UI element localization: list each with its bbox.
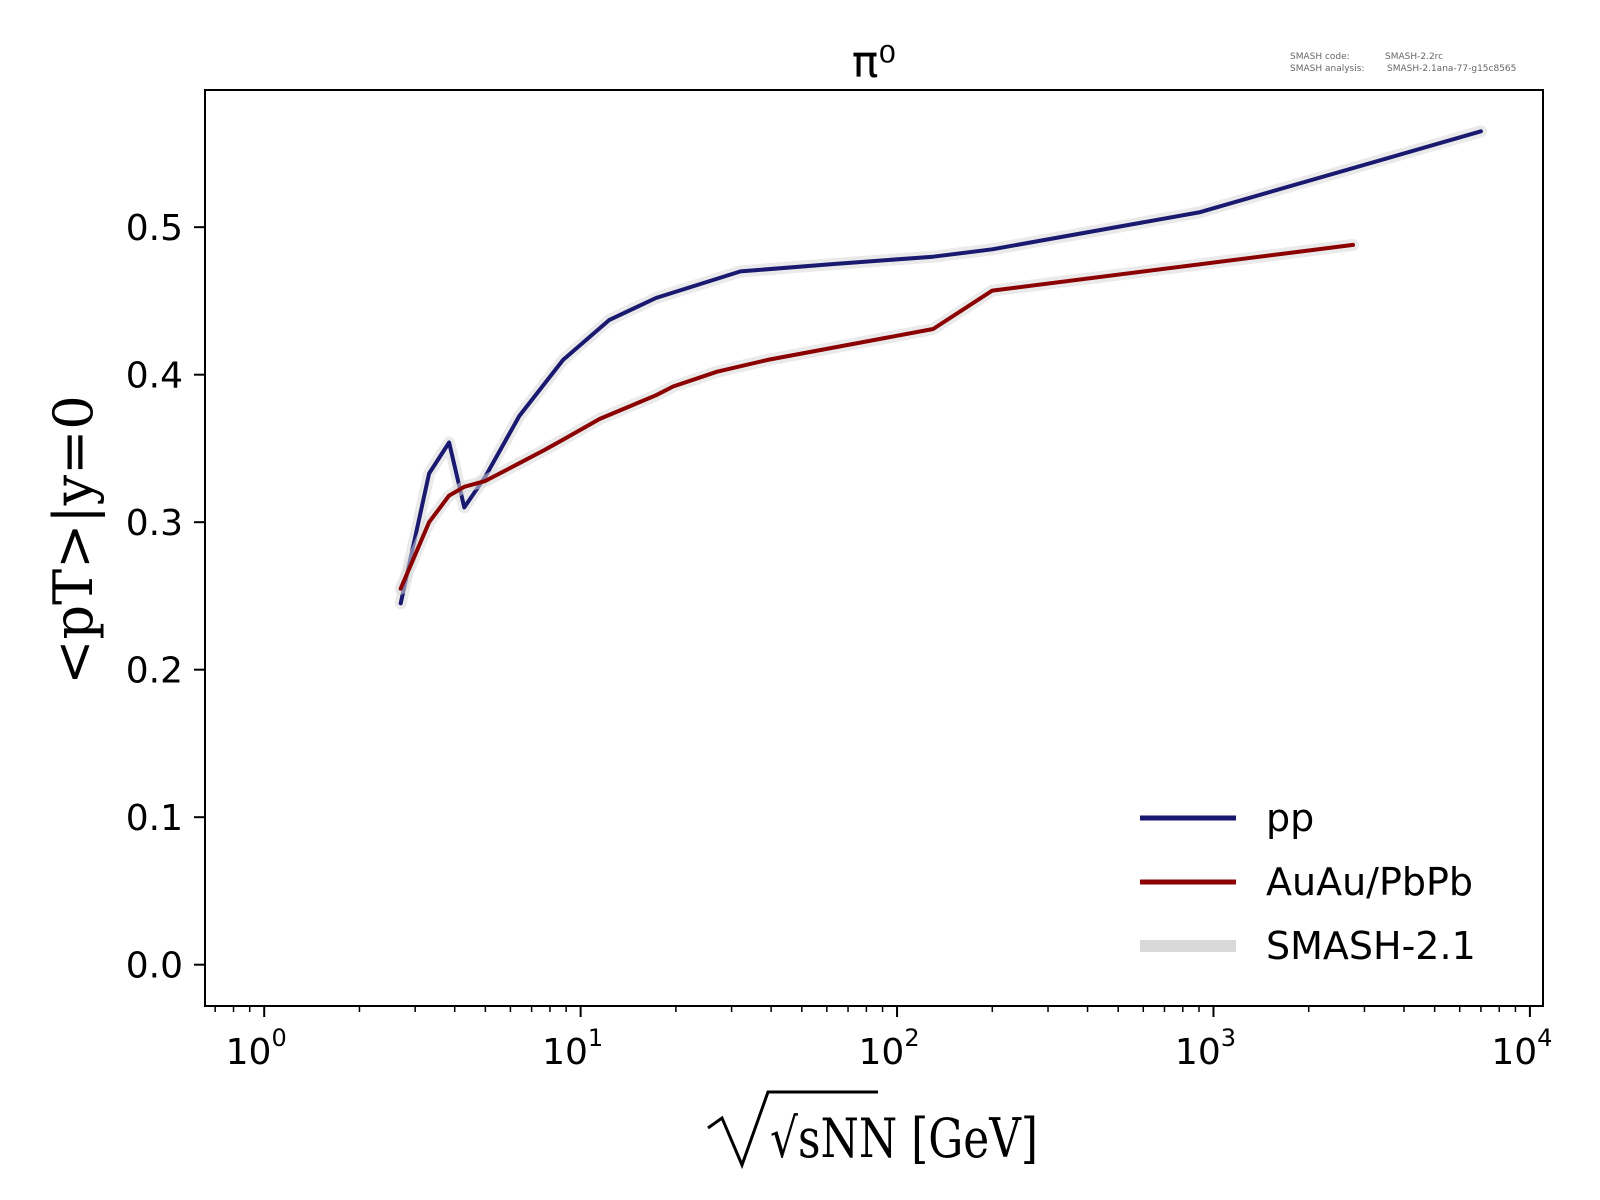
y-axis-label: <pT>|y=0 <box>42 395 105 684</box>
meta-code-value: SMASH-2.2rc <box>1385 52 1443 62</box>
y-tick-label: 0.3 <box>126 503 183 544</box>
meta-code-label: SMASH code: <box>1290 52 1350 62</box>
y-tick-label: 0.5 <box>126 208 183 249</box>
y-axis: 0.0 0.1 0.2 0.3 0.4 0.5 <box>126 208 205 987</box>
y-tick-label: 0.1 <box>126 798 183 839</box>
x-tick-label: 102 <box>859 1024 920 1073</box>
x-axis-label: √sNN [GeV] <box>707 1090 1038 1170</box>
x-axis: 100 101 102 103 104 <box>214 1006 1552 1073</box>
smash-meta: SMASH code: SMASH-2.2rc SMASH analysis: … <box>1290 52 1516 74</box>
chart-title: π⁰ <box>852 37 896 88</box>
series-line-pp <box>398 129 1483 606</box>
x-axis-label-text: √sNN [GeV] <box>770 1107 1038 1170</box>
band-pp <box>394 125 1487 610</box>
y-tick-label: 0.4 <box>126 356 183 397</box>
band-auau-pbpb <box>394 238 1359 595</box>
legend: pp AuAu/PbPb SMASH-2.1 <box>1140 796 1476 968</box>
x-tick-label: 100 <box>226 1024 287 1073</box>
x-tick-label: 104 <box>1491 1024 1552 1073</box>
series-line-auau-pbpb <box>398 242 1355 591</box>
legend-label: SMASH-2.1 <box>1266 924 1476 968</box>
plot-area <box>394 125 1487 610</box>
x-tick-label: 103 <box>1175 1024 1236 1073</box>
y-tick-label: 0.2 <box>126 651 183 692</box>
x-tick-label: 101 <box>542 1024 603 1073</box>
sqrt-symbol <box>707 1090 878 1170</box>
legend-label: pp <box>1266 796 1314 840</box>
y-tick-label: 0.0 <box>126 946 183 987</box>
meta-analysis-value: SMASH-2.1ana-77-g15c8565 <box>1387 64 1516 74</box>
legend-label: AuAu/PbPb <box>1266 860 1473 904</box>
meta-analysis-label: SMASH analysis: <box>1290 64 1364 74</box>
axes-frame <box>204 89 1544 1007</box>
